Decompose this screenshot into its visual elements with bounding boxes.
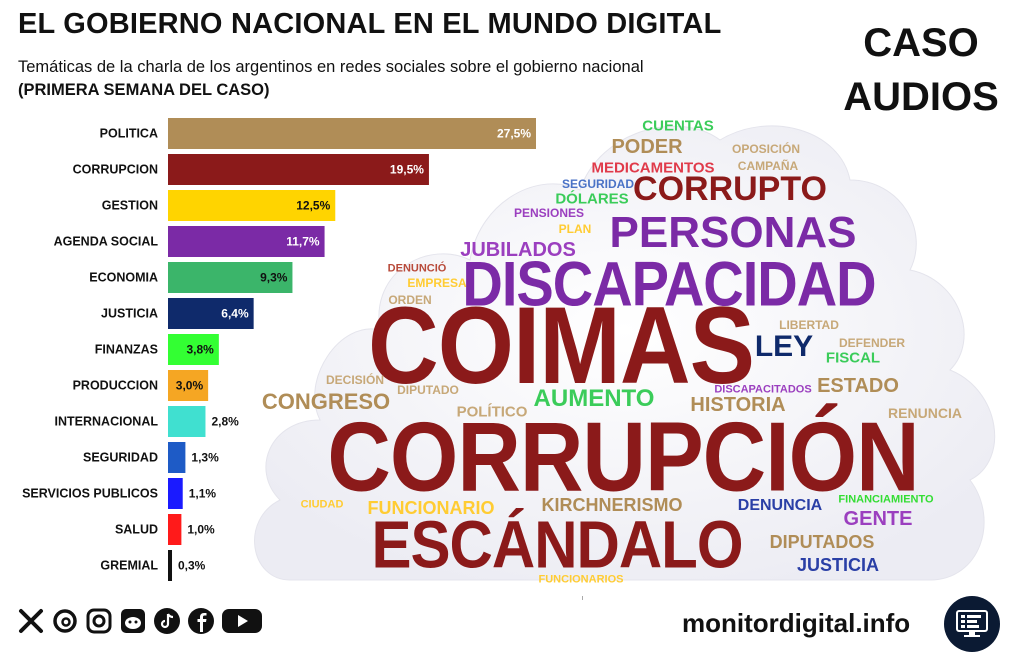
facebook-icon[interactable] [186,606,216,636]
category-label: JUSTICIA [101,307,158,321]
category-label: ECONOMIA [89,271,158,285]
page-subtitle-period: (PRIMERA SEMANA DEL CASO) [18,81,270,99]
value-label: 1,0% [187,523,215,537]
bar [168,190,336,221]
threads-icon[interactable] [50,606,80,636]
value-label: 3,0% [176,379,204,393]
bar [168,478,183,509]
youtube-icon[interactable] [220,606,264,636]
bar [168,334,219,365]
value-label: 6,4% [221,307,249,321]
bar [168,262,293,293]
bar [168,442,186,473]
case-badge-line1: CASO [863,21,979,65]
category-label: SALUD [115,523,158,537]
bar [168,298,254,329]
value-label: 27,5% [497,127,531,141]
category-label: AGENDA SOCIAL [54,235,159,249]
category-label: PRODUCCION [73,379,158,393]
x-icon[interactable] [16,606,46,636]
case-badge-line2: AUDIOS [843,75,999,119]
cloud-background [254,125,996,581]
value-label: 11,7% [286,235,320,249]
category-label: SERVICIOS PUBLICOS [22,487,158,501]
divider [582,596,583,600]
bar [168,514,182,545]
bar [168,154,429,185]
tiktok-icon[interactable] [152,606,182,636]
bar [168,550,173,581]
category-label: INTERNACIONAL [55,415,159,429]
social-icons [16,606,264,636]
category-label: GESTION [102,199,158,213]
value-label: 1,3% [191,451,219,465]
value-label: 1,1% [189,487,217,501]
instagram-icon[interactable] [84,606,114,636]
category-label: SEGURIDAD [83,451,158,465]
value-label: 2,8% [211,415,239,429]
monitor-icon [956,610,988,637]
site-url[interactable]: monitordigital.info [682,608,911,638]
bar [168,370,209,401]
category-label: GREMIAL [100,559,158,573]
category-label: FINANZAS [95,343,158,357]
value-label: 12,5% [296,199,330,213]
value-label: 3,8% [186,343,214,357]
case-badge: CASO AUDIOS [836,16,1006,124]
reddit-icon[interactable] [118,606,148,636]
bar [168,118,536,149]
category-label: POLITICA [100,127,158,141]
page-subtitle: Temáticas de la charla de los argentinos… [18,58,644,76]
value-label: 0,3% [178,559,206,573]
category-label: CORRUPCION [73,163,158,177]
monitor-logo [944,596,1000,652]
bar-chart: POLITICA 27,5% CORRUPCION 19,5% GESTION 12,5%… [22,118,536,581]
value-label: 19,5% [390,163,424,177]
bar [168,226,325,257]
value-label: 9,3% [260,271,288,285]
bar [168,406,206,437]
page-title: EL GOBIERNO NACIONAL EN EL MUNDO DIGITAL [18,8,722,40]
